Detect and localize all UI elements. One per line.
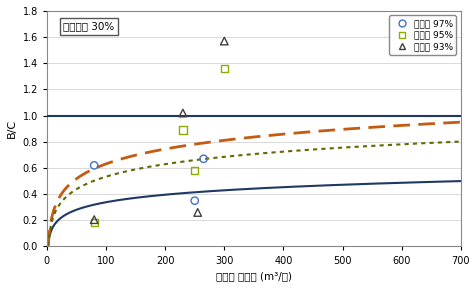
Point [190, 198, 198, 203]
Point [199, 156, 207, 161]
Point [90, 163, 98, 168]
Point [220, 66, 228, 71]
Point [90, 217, 98, 222]
Y-axis label: B/C: B/C [7, 119, 17, 138]
Point [193, 210, 201, 215]
X-axis label: 슬러지 유입량 (m³/일): 슬러지 유입량 (m³/일) [216, 271, 291, 281]
Point [178, 128, 186, 132]
Point [220, 39, 228, 43]
Point [90, 220, 98, 225]
Point [178, 111, 186, 115]
Legend: 함수율 97%, 함수율 95%, 함수율 93%: 함수율 97%, 함수율 95%, 함수율 93% [388, 16, 456, 55]
Point [190, 168, 198, 173]
Text: 소화효율 30%: 소화효율 30% [63, 22, 114, 32]
